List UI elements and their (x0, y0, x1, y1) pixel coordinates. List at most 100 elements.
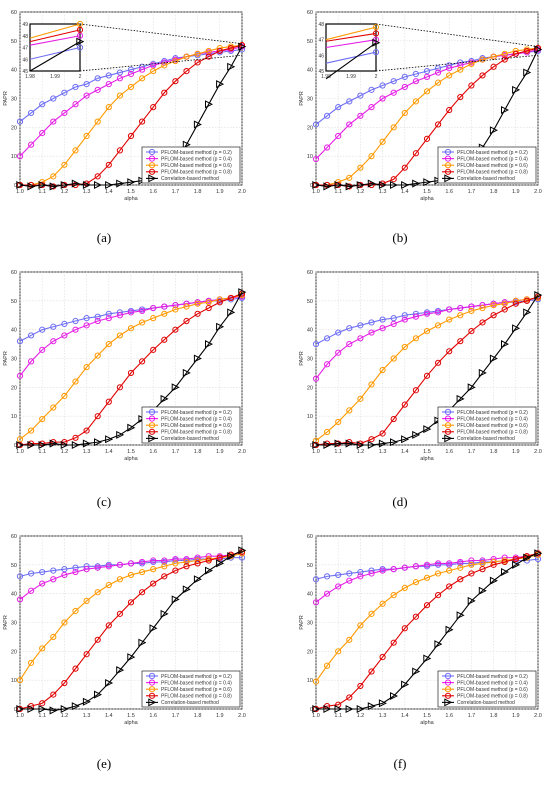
series-point (468, 570, 475, 577)
series-point (512, 560, 521, 569)
series-point (324, 662, 331, 669)
series-point (312, 678, 320, 685)
series-point (423, 561, 431, 568)
x-tick-label: 1.2 (357, 713, 365, 719)
series-point (412, 563, 419, 570)
series-point (401, 680, 410, 689)
series-point (490, 558, 497, 566)
legend-marker (444, 672, 452, 680)
x-axis-label: alpha (420, 720, 434, 726)
series-point (435, 592, 442, 599)
series-point (512, 554, 519, 561)
series-point (468, 557, 475, 564)
series-point (434, 640, 443, 649)
series-point (523, 557, 531, 564)
y-axis-label: PAPR (299, 615, 305, 630)
panel-caption: (b) (392, 230, 408, 245)
series-point (435, 561, 442, 568)
x-tick-label: 1.9 (512, 713, 520, 719)
series-point (379, 567, 386, 574)
series-line (315, 552, 539, 710)
series-point (534, 549, 543, 558)
x-tick-label: 1.7 (468, 713, 476, 719)
legend-label: PFLOM-based method (p = 0.4) (457, 680, 528, 686)
series-point (512, 557, 519, 564)
series-point (501, 554, 508, 561)
series-point (367, 702, 376, 711)
series-point (324, 703, 331, 710)
series-point (357, 682, 364, 690)
series-point (457, 564, 464, 571)
series-point (357, 573, 364, 580)
series-point (346, 694, 353, 701)
plot-area (315, 535, 539, 710)
y-tick-label: 20 (307, 649, 313, 655)
series-point (335, 701, 342, 708)
series-point (312, 599, 320, 606)
series-point (534, 551, 542, 558)
series-point (423, 574, 431, 581)
series-point (523, 553, 532, 562)
series-point (357, 568, 364, 576)
x-tick-label: 1.0 (312, 713, 320, 719)
series-point (412, 613, 419, 620)
panel-caption: (e) (96, 756, 112, 771)
series-point (390, 566, 397, 573)
series-point (446, 560, 453, 567)
x-tick-label: 1.4 (401, 713, 409, 719)
series-point (423, 602, 431, 609)
series-point (512, 555, 519, 563)
y-tick-label: 40 (307, 592, 313, 598)
series-point (479, 560, 486, 567)
series-point (324, 573, 331, 580)
panel-caption: (f) (393, 756, 407, 771)
series-point (523, 553, 531, 560)
series-point (479, 558, 486, 566)
series-point (501, 558, 508, 566)
series-point (312, 576, 320, 583)
series-line (315, 554, 539, 682)
series-point (390, 592, 397, 599)
panel-caption: (a) (96, 230, 112, 245)
series-point (312, 705, 320, 713)
x-tick-label: 1.3 (379, 713, 387, 719)
series-point (356, 704, 365, 714)
legend-label: Correlation-based method (457, 700, 515, 706)
series-point (368, 610, 375, 617)
y-tick-label: 0 (310, 707, 313, 713)
series-point (457, 576, 464, 583)
series-point (435, 560, 442, 567)
panel-caption: (c) (96, 494, 112, 509)
series-point (423, 563, 431, 570)
series-point (345, 704, 354, 714)
series-point (445, 625, 454, 634)
series-point (390, 692, 399, 701)
series-point (490, 558, 497, 566)
series-point (534, 550, 542, 557)
series-point (390, 566, 397, 573)
series-point (379, 654, 386, 661)
series-point (534, 551, 542, 558)
series-point (368, 567, 375, 574)
series-point (323, 704, 332, 714)
series-point (378, 699, 387, 708)
legend-marker (444, 679, 452, 686)
y-tick-label: 50 (307, 563, 313, 569)
series-point (368, 668, 375, 675)
x-tick-label: 1.1 (334, 713, 342, 719)
x-tick-label: 1.5 (423, 713, 431, 719)
series-point (401, 564, 408, 571)
series-point (390, 639, 397, 646)
panel-caption: (d) (392, 494, 408, 509)
series-point (446, 567, 453, 574)
legend-marker (444, 692, 452, 699)
series-point (456, 611, 465, 620)
series-point (468, 561, 475, 568)
series-line (316, 552, 539, 710)
series-point (346, 570, 353, 577)
y-tick-label: 30 (307, 621, 313, 627)
x-tick-label: 1.8 (490, 713, 498, 719)
series-point (479, 566, 486, 573)
series-point (346, 636, 353, 643)
series-point (501, 557, 508, 564)
